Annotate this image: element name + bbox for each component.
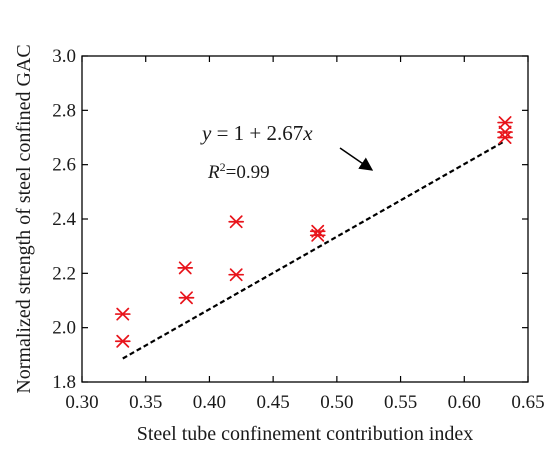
y-tick-label: 2.6 xyxy=(52,155,76,176)
data-points xyxy=(114,116,513,348)
x-tick-label: 0.30 xyxy=(65,392,98,413)
y-tick-label: 2.0 xyxy=(52,318,76,339)
x-tick-label: 0.60 xyxy=(448,392,481,413)
x-tick-label: 0.45 xyxy=(257,392,290,413)
y-tick-label: 1.8 xyxy=(52,372,76,393)
data-point xyxy=(114,307,131,321)
fit-line xyxy=(122,139,506,360)
annotation-arrow xyxy=(339,147,374,171)
r-squared-label: R2=0.99 xyxy=(207,160,270,183)
data-point xyxy=(228,215,245,229)
data-point xyxy=(178,291,195,305)
y-axis: 1.8 2.0 2.2 2.4 2.6 2.8 3.0 xyxy=(52,46,528,393)
y-axis-label: Normalized strength of steel confined GA… xyxy=(13,44,35,393)
data-point xyxy=(228,268,245,282)
x-tick-label: 0.35 xyxy=(129,392,162,413)
data-point xyxy=(497,131,513,144)
x-tick-label: 0.55 xyxy=(384,392,417,413)
x-tick-label: 0.40 xyxy=(193,392,226,413)
y-tick-label: 2.4 xyxy=(52,209,76,230)
x-axis-label: Steel tube confinement contribution inde… xyxy=(137,423,474,445)
x-tick-label: 0.50 xyxy=(320,392,353,413)
data-point xyxy=(309,228,326,242)
y-tick-label: 2.8 xyxy=(52,100,76,121)
data-point xyxy=(497,116,513,130)
y-tick-label: 2.2 xyxy=(52,263,76,284)
x-axis: 0.30 0.35 0.40 0.45 0.50 0.55 0.60 0.65 xyxy=(65,56,545,413)
data-point xyxy=(177,261,194,275)
y-tick-label: 3.0 xyxy=(52,46,76,67)
data-point xyxy=(114,334,131,348)
plot-area xyxy=(81,55,529,383)
fit-equation: y = 1 + 2.67x xyxy=(200,121,313,145)
x-tick-label: 0.65 xyxy=(511,392,544,413)
